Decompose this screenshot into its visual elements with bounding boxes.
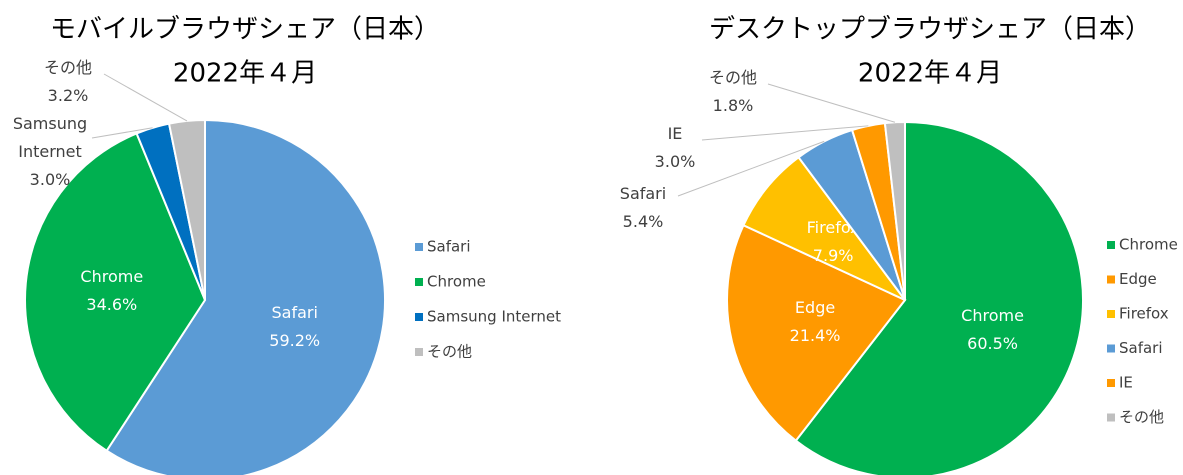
data-label: Chrome 60.5% [938,288,1048,372]
data-label: Samsung Internet 3.0% [0,110,105,194]
label-value: 21.4% [789,325,841,345]
legend-swatch [1107,413,1115,422]
label-value: 34.6% [86,295,138,315]
data-label-box: Safari 5.4% [588,166,698,250]
label-value: 7.9% [812,245,854,265]
data-label: Chrome 34.6% [57,249,167,333]
legend-label: IE [1119,374,1133,392]
label-name: Safari [271,302,318,322]
pie-slice [105,118,386,475]
legend-label: Safari [1119,339,1163,357]
label-value: 3.0% [654,152,696,171]
data-label: IE 3.0% [620,106,730,190]
label-name: その他 [708,68,757,87]
label-name: Chrome [80,267,144,287]
pie-slice [726,223,907,443]
legend-swatch [1107,344,1115,353]
data-label-box: Chrome 60.5% [938,288,1048,372]
label-value: 5.4% [622,212,664,231]
data-label-box: Samsung Internet 3.0% [0,110,105,194]
data-label-box: Chrome 34.6% [57,249,167,333]
data-label: その他 1.8% [678,50,788,134]
pie-slice [883,120,906,301]
label-value: 60.5% [967,333,1018,353]
legend-swatch [1107,379,1115,387]
leader-line [677,140,825,197]
legend-swatch [1107,241,1115,249]
label-name: Samsung Internet [12,114,88,161]
legend-swatch [415,348,423,356]
pie-slice [24,132,207,453]
data-label-box: IE 3.0% [620,106,730,190]
leader-line [701,125,869,141]
chart-title: デスクトップブラウザシェア（日本） [709,15,1151,45]
legend-label: Firefox [1119,305,1169,323]
data-label-box: Edge 21.4% [760,280,870,364]
legend-swatch [415,278,423,286]
legend-label: Chrome [427,273,486,291]
pie-slice [794,120,1084,475]
legend-swatch [1107,275,1115,284]
legend-label: Chrome [1119,236,1178,254]
data-label-box: その他 3.2% [13,40,123,124]
label-name: Edge [794,297,836,317]
label-value: 1.8% [712,96,754,115]
chart-title: モバイルブラウザシェア（日本） [50,15,440,45]
legend-label: Edge [1119,270,1157,288]
legend-swatch [1107,310,1115,318]
label-name: IE [667,124,683,143]
legend-swatch [415,243,423,251]
data-label-box: Safari 59.2% [240,285,350,369]
legend-label: Samsung Internet [427,308,561,326]
chart-subtitle: 2022年４月 [858,59,1002,89]
leader-line [767,83,896,123]
chart-subtitle: 2022年４月 [173,59,317,89]
label-name: その他 [43,58,92,77]
leader-line [91,127,153,139]
data-label: Safari 5.4% [588,166,698,250]
label-value: 3.2% [47,86,89,105]
legend-label: Safari [427,238,471,256]
label-name: Safari [619,184,667,203]
label-name: Chrome [961,305,1024,325]
leader-line [103,73,188,122]
label-value: 3.0% [29,170,71,189]
label-value: 59.2% [269,330,321,350]
data-label-box: その他 1.8% [678,50,788,134]
data-label: Edge 21.4% [760,280,870,364]
legend-label: その他 [1119,408,1164,426]
legend-label: その他 [427,343,472,361]
legend-swatch [415,313,423,321]
data-label: Safari 59.2% [240,285,350,369]
data-label: その他 3.2% [13,40,123,124]
